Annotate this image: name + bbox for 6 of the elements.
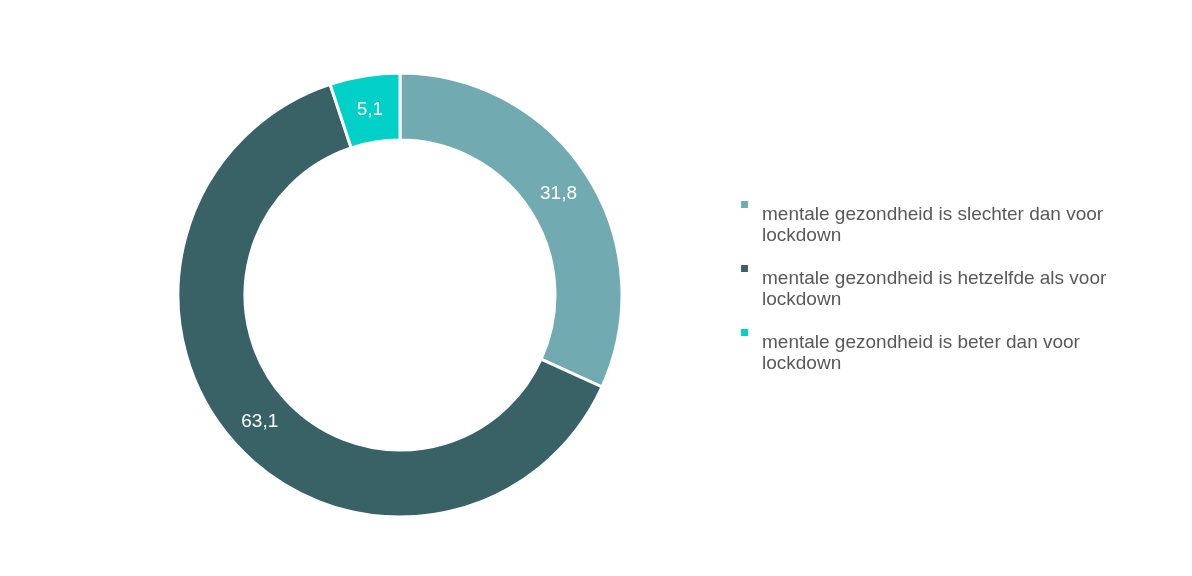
legend-label: mentale gezondheid is slechter dan voor lockdown (762, 202, 1104, 245)
data-label: 5,1 (356, 97, 384, 119)
data-label: 63,1 (241, 409, 279, 431)
legend-label: mentale gezondheid is beter dan voor lockdown (762, 330, 1081, 373)
data-label: 31,8 (540, 182, 578, 203)
legend-label: mentale gezondheid is hetzelfde als voor lockdown (762, 266, 1107, 309)
